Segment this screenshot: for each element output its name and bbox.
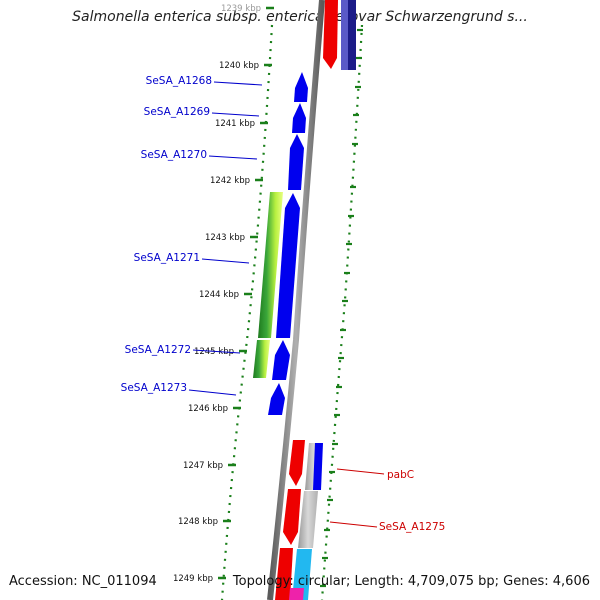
tick-label: 1242 kbp [210,176,250,186]
gene-label-leaders [188,81,385,528]
tick-label: 1243 kbp [205,233,245,243]
gene-SeSA_A1275-grey[interactable] [298,491,318,548]
leader-SeSA_A1275 [329,521,378,528]
gene-SeSA_A1268[interactable] [294,72,308,102]
gene-reverse-navy-top[interactable] [348,0,356,70]
gene-reverse-red-3[interactable] [275,548,293,600]
gene-label-SeSA_A1271[interactable]: SeSA_A1271 [134,252,200,264]
genome-backbone [267,0,325,600]
tick-label: 1248 kbp [178,517,218,527]
outer-ruler-ticks [320,28,363,588]
leader-SeSA_A1270 [208,155,258,160]
tick-label: 1240 kbp [219,61,259,71]
ruler-ticks [218,6,274,580]
ruler-tick-labels: 1239 kbp 1240 kbp 1241 kbp 1242 kbp 1243 kbp… [173,4,261,584]
outer-ruler-arc [320,24,364,600]
feature-green-lower[interactable] [253,340,270,378]
gene-labels: SeSA_A1268 SeSA_A1269 SeSA_A1270 SeSA_A1271… [121,75,446,533]
tick-label: 1246 kbp [188,404,228,414]
gene-label-SeSA_A1269[interactable]: SeSA_A1269 [144,106,210,118]
gene-reverse-red-2[interactable] [283,489,301,545]
leader-SeSA_A1272 [192,349,241,354]
feature-green-upper[interactable] [258,192,283,338]
gene-reverse-red-1[interactable] [289,440,305,486]
forward-strand-genes [268,72,308,415]
gene-label-SeSA_A1273[interactable]: SeSA_A1273 [121,382,187,394]
gene-cyan-track[interactable] [292,549,312,600]
gene-magenta-track[interactable] [289,588,304,600]
reverse-strand-top [323,0,356,70]
gene-SeSA_A1273[interactable] [268,383,285,415]
gene-SeSA_A1269[interactable] [292,103,306,133]
gene-label-SeSA_A1270[interactable]: SeSA_A1270 [141,149,207,161]
green-feature-band [253,192,283,378]
genome-summary: Topology: circular; Length: 4,709,075 bp… [232,574,590,589]
leader-SeSA_A1268 [213,81,263,86]
gene-reverse-red-top[interactable] [323,0,338,69]
gene-pabC[interactable] [313,443,323,490]
gene-SeSA_A1270[interactable] [288,134,304,190]
gene-reverse-slate-top[interactable] [341,0,348,70]
leader-SeSA_A1273 [188,389,237,396]
leader-pabC [336,468,385,475]
gene-label-SeSA_A1272[interactable]: SeSA_A1272 [125,344,191,356]
reverse-strand-bottom [275,440,323,600]
tick-label: 1247 kbp [183,461,223,471]
tick-label: 1249 kbp [173,574,213,584]
gene-SeSA_A1272[interactable] [272,340,290,380]
leader-SeSA_A1269 [211,112,260,117]
leader-SeSA_A1271 [201,258,250,264]
inner-ruler-arc [220,24,274,600]
gene-label-pabC[interactable]: pabC [387,469,414,481]
accession-label: Accession: NC_011094 [9,574,157,589]
gene-label-SeSA_A1275[interactable]: SeSA_A1275 [379,521,445,533]
gene-SeSA_A1271[interactable] [276,193,300,338]
tick-label: 1241 kbp [215,119,255,129]
map-title: Salmonella enterica subsp. enterica sero… [72,9,528,25]
tick-label: 1239 kbp [221,4,261,14]
tick-label: 1245 kbp [194,347,234,357]
gene-label-SeSA_A1268[interactable]: SeSA_A1268 [146,75,212,87]
tick-label: 1244 kbp [199,290,239,300]
